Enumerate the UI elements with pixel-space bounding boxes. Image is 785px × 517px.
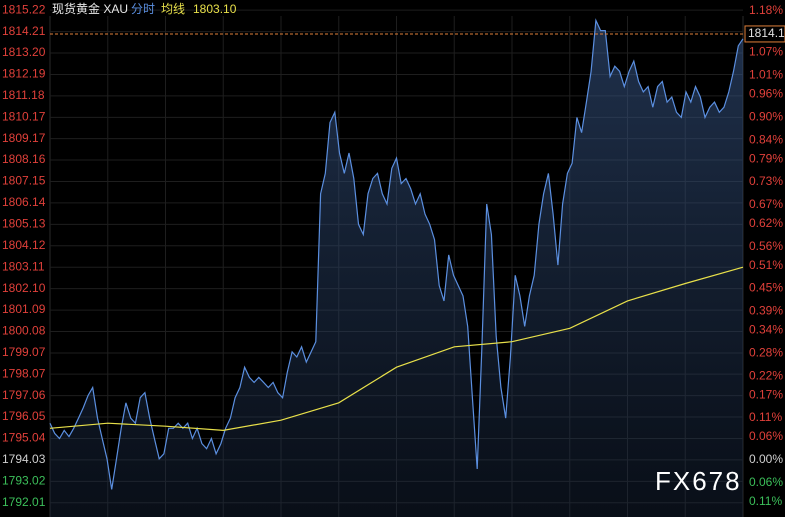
y2-tick-label: 0.06% [749, 475, 783, 489]
y-tick-label: 1796.05 [2, 409, 46, 423]
average-line [49, 266, 744, 432]
y-tick-label: 1792.01 [2, 495, 46, 509]
y-tick-label: 1795.04 [2, 431, 46, 445]
y-tick-label: 1814.21 [2, 24, 46, 38]
last-price-box [744, 25, 785, 43]
y-tick-label: 1797.06 [2, 388, 46, 402]
y2-tick-label: 1.18% [749, 3, 783, 17]
y-tick-label: 1803.11 [2, 259, 45, 273]
y2-tick-label: 1.07% [749, 45, 783, 59]
y-tick-label: 1804.12 [2, 238, 46, 252]
y-tick-label: 1807.15 [2, 174, 46, 188]
y-tick-label: 1793.02 [2, 474, 46, 488]
y-tick-label: 1813.20 [2, 45, 46, 59]
y-tick-label: 1794.03 [2, 452, 46, 466]
y2-tick-label: 0.73% [749, 174, 783, 188]
avg-label: 均线 [161, 2, 185, 16]
y2-tick-label: 0.56% [749, 239, 783, 253]
y-tick-label: 1799.07 [2, 345, 46, 359]
y-tick-label: 1798.07 [2, 366, 46, 380]
y-tick-label: 1812.19 [2, 67, 46, 81]
y2-tick-label: 0.62% [749, 216, 783, 230]
last-price-label: 1814.1 [748, 26, 785, 40]
y-tick-label: 1815.22 [2, 2, 46, 16]
y2-tick-label: 0.11% [749, 494, 782, 508]
y2-tick-label: 0.28% [749, 345, 783, 359]
y2-tick-label: 0.22% [749, 368, 783, 382]
plot-layer [49, 18, 744, 517]
y-tick-label: 1801.09 [2, 302, 46, 316]
y2-tick-label: 0.84% [749, 132, 783, 146]
y2-tick-label: 0.06% [749, 429, 783, 443]
avg-value: 1803.10 [193, 2, 237, 16]
y2-tick-label: 0.51% [749, 258, 783, 272]
y-tick-label: 1811.18 [2, 88, 45, 102]
y-tick-label: 1802.10 [2, 281, 46, 295]
chart-title: 现货黄金 XAU [52, 1, 128, 16]
price-area [50, 20, 743, 517]
price-line [49, 18, 744, 490]
y-tick-label: 1809.17 [2, 131, 46, 145]
mode-label: 分时 [131, 2, 155, 16]
y2-tick-label: 0.90% [749, 109, 783, 123]
y-tick-label: 1808.16 [2, 152, 46, 166]
y2-tick-label: 0.45% [749, 281, 783, 295]
y2-tick-label: 0.17% [749, 387, 783, 401]
y-tick-label: 1800.08 [2, 324, 46, 338]
y2-tick-label: 0.11% [749, 410, 782, 424]
label-layer: 1.18%1.12%1.07%1.01%0.96%0.90%0.84%0.79%… [2, 2, 785, 509]
y-tick-label: 1810.17 [2, 110, 46, 124]
y2-tick-label: 0.79% [749, 151, 783, 165]
y-tick-label: 1806.14 [2, 195, 46, 209]
y2-tick-label: 1.01% [749, 68, 783, 82]
y-tick-label: 1805.13 [2, 217, 46, 231]
watermark: FX678 [655, 466, 742, 496]
y2-tick-label: 0.96% [749, 87, 783, 101]
y2-tick-label: 0.67% [749, 197, 783, 211]
y2-tick-label: 0.39% [749, 304, 783, 318]
y2-tick-label: 0.34% [749, 323, 783, 337]
y2-tick-label: 0.00% [749, 452, 783, 466]
